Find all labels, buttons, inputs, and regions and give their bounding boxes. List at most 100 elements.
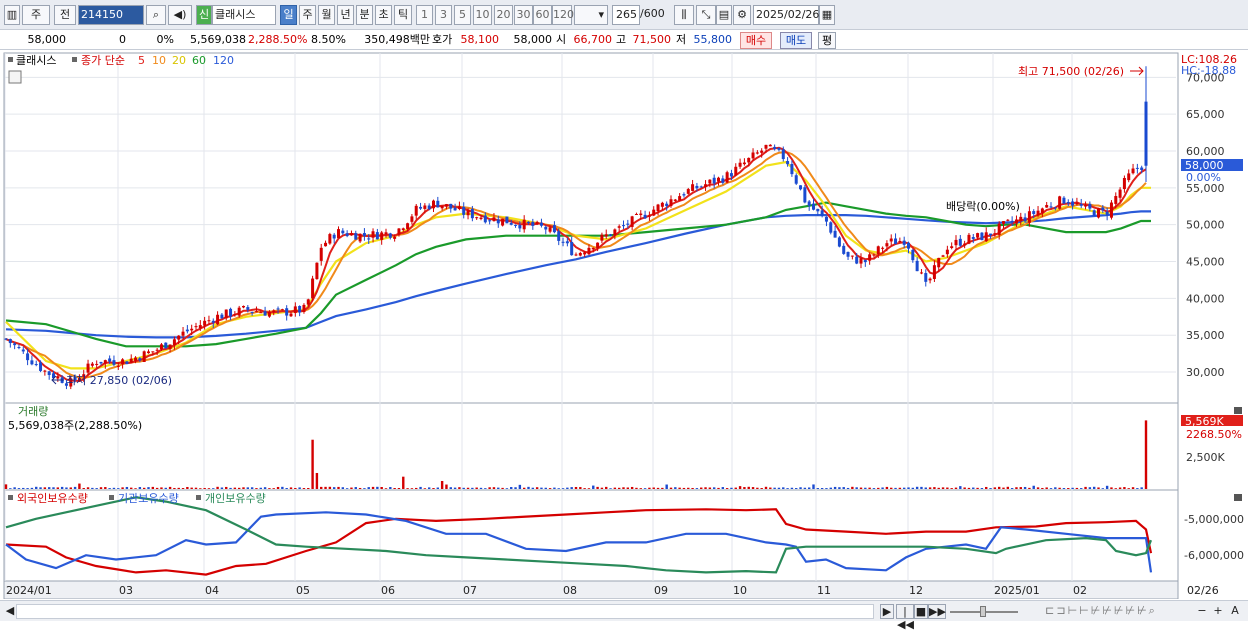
draw-tool-icon[interactable]: ⤡ (696, 5, 716, 25)
fast-forward-button[interactable]: ▶▶ (928, 604, 946, 619)
candle-body (129, 358, 133, 363)
layout-icon[interactable]: ▥ (4, 5, 20, 25)
sell-button[interactable]: 매도 (780, 32, 812, 49)
legend-ma-60: 60 (192, 54, 206, 67)
font-size-button[interactable]: A (1231, 604, 1239, 617)
interval-10[interactable]: 10 (473, 5, 492, 25)
candle-body (747, 157, 751, 163)
volume-bar (488, 487, 491, 489)
x-tick-label: 02/26 (1187, 584, 1219, 597)
candle-body (99, 361, 103, 364)
interval-120[interactable]: 120 (552, 5, 574, 25)
period-month[interactable]: 월 (318, 5, 335, 25)
volume-bar (738, 486, 742, 489)
drawing-tools[interactable]: ⊏⊐⊢⊢⊬⊬⊬⊬⊬⌕ (1045, 604, 1157, 617)
period-week[interactable]: 주 (299, 5, 316, 25)
save-icon[interactable]: ▤ (716, 5, 732, 25)
search-icon[interactable]: ⌕ (146, 5, 166, 25)
candle-body (548, 227, 552, 232)
indicator-table-icon[interactable] (8, 70, 22, 84)
gear-icon[interactable]: ⚙ (733, 5, 751, 25)
volume-bar (389, 487, 392, 489)
volume-bar (60, 486, 64, 489)
candle-type-icon[interactable]: ⫼ (674, 5, 694, 25)
flat-button[interactable]: 평 (818, 32, 836, 49)
volume-bar (678, 487, 681, 489)
period-main-select[interactable]: 주 (22, 5, 50, 25)
interval-dropdown[interactable]: ▾ (574, 5, 608, 25)
stock-code-input[interactable]: 214150 (78, 5, 144, 25)
x-tick-label: 07 (463, 584, 477, 597)
candle-body (1084, 205, 1088, 207)
period-tick[interactable]: 틱 (394, 5, 412, 25)
candle-body (604, 234, 608, 237)
candle-body (799, 185, 803, 190)
volume-bar (35, 486, 38, 489)
volume-bar (155, 487, 159, 489)
legend-square-icon (72, 57, 77, 62)
chart-area[interactable]: 70,000 65,000 60,000 55,000 50,000 45,000 40,0… (0, 51, 1248, 600)
holdings-close-icon[interactable] (1234, 494, 1242, 501)
play-button[interactable]: ▶ (880, 604, 894, 619)
zoom-slider[interactable] (950, 604, 1018, 619)
candle-body (419, 206, 423, 209)
candle-body (660, 202, 664, 207)
volume-bar (289, 487, 293, 489)
volume-rate: 2,288.50% (248, 33, 308, 46)
interval-3[interactable]: 3 (435, 5, 452, 25)
candle-body (941, 255, 945, 257)
candle-body (384, 232, 388, 235)
candle-body (242, 305, 245, 308)
volume-bar (820, 488, 824, 489)
volume-bar (112, 487, 116, 489)
volume-bar (704, 487, 707, 489)
interval-1[interactable]: 1 (416, 5, 433, 25)
period-year[interactable]: 년 (337, 5, 354, 25)
buy-button[interactable]: 매수 (740, 32, 772, 49)
volume-bar (652, 487, 655, 489)
scroll-left-icon[interactable]: ◀ (5, 604, 15, 617)
volume-bar (911, 487, 915, 489)
volume-bar (527, 486, 530, 489)
interval-20[interactable]: 20 (494, 5, 513, 25)
zoom-out-button[interactable]: − (1197, 604, 1207, 617)
calendar-icon[interactable]: ▦ (819, 5, 835, 25)
count-input[interactable]: 265 (612, 5, 640, 25)
candle-body (103, 360, 107, 364)
candle-body (932, 265, 936, 279)
date-input[interactable]: 2025/02/26 (753, 5, 819, 25)
period-minute[interactable]: 분 (356, 5, 373, 25)
candle-body (427, 205, 431, 210)
scrollbar-track[interactable] (16, 604, 874, 619)
volume-close-icon[interactable] (1234, 407, 1242, 414)
chart-svg[interactable]: 70,000 65,000 60,000 55,000 50,000 45,000 40,0… (0, 51, 1248, 600)
candle-body (1079, 204, 1083, 206)
candle-body (859, 258, 863, 264)
prev-button[interactable]: 전 (54, 5, 76, 25)
period-second[interactable]: 초 (375, 5, 392, 25)
candle-body (1040, 208, 1044, 213)
candle-body (786, 161, 790, 165)
volume-bar (665, 484, 668, 489)
volume-bar (69, 487, 72, 489)
zoom-in-button[interactable]: + (1213, 604, 1223, 617)
period-day[interactable]: 일 (280, 5, 297, 25)
volume-bar (756, 487, 759, 489)
first-button[interactable]: |◀◀ (896, 604, 914, 631)
candle-body (237, 307, 241, 316)
volume-bar (518, 484, 522, 489)
candle-body (4, 338, 8, 340)
interval-60[interactable]: 60 (533, 5, 552, 25)
volume-bar (216, 486, 219, 489)
stock-name-field[interactable]: 클래시스 (212, 5, 276, 25)
stop-button[interactable]: ■ (914, 604, 928, 619)
volume-bar (937, 487, 940, 489)
volume-bar (78, 483, 81, 489)
candle-body (872, 254, 876, 256)
candle-body (453, 207, 457, 211)
speaker-icon[interactable]: ◀) (168, 5, 192, 25)
candle-body (1114, 196, 1118, 204)
volume-bar (920, 486, 923, 489)
interval-30[interactable]: 30 (514, 5, 533, 25)
interval-5[interactable]: 5 (454, 5, 471, 25)
